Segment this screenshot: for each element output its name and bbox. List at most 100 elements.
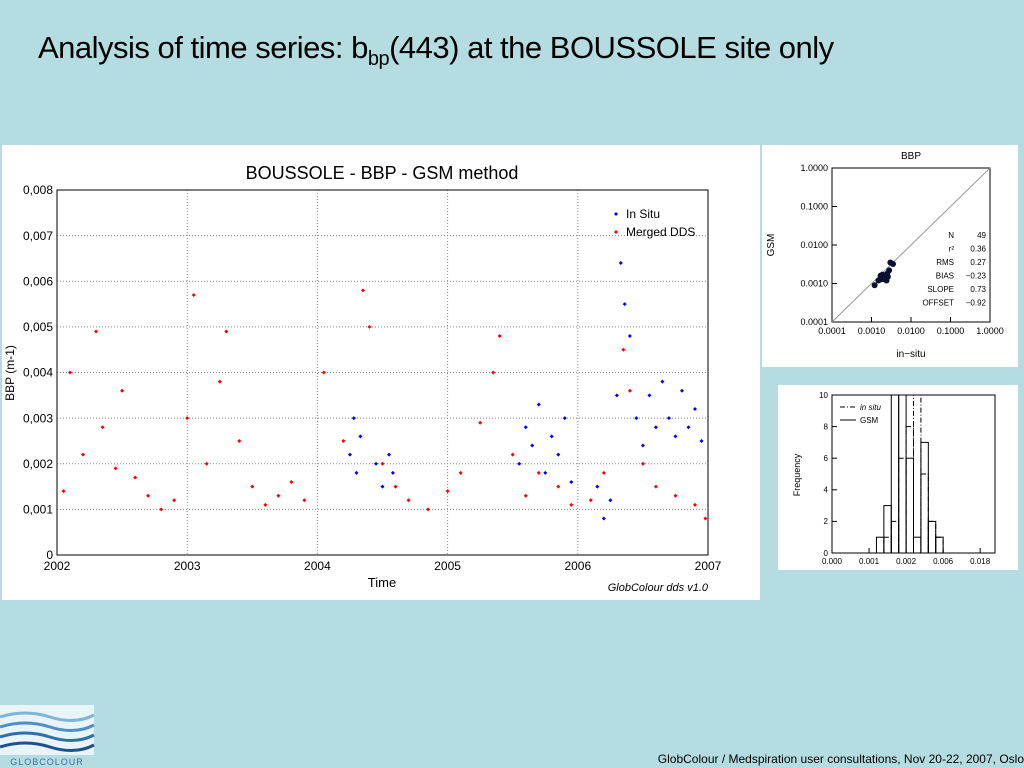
data-point — [653, 484, 658, 489]
data-point — [380, 484, 385, 489]
data-point — [601, 516, 606, 521]
data-point — [692, 502, 697, 507]
data-point — [497, 334, 502, 338]
x-tick-label: 2003 — [174, 559, 201, 573]
y-tick-label: 2 — [824, 517, 829, 526]
histogram-bar — [913, 394, 922, 554]
histogram-bar — [883, 505, 892, 554]
data-point — [191, 292, 196, 297]
data-point — [889, 261, 896, 268]
data-point — [289, 480, 294, 484]
chart-title: BBP — [901, 151, 921, 162]
x-tick-label: 0.001 — [859, 557, 880, 566]
y-tick-label: 1.0000 — [800, 163, 828, 173]
histogram-bar — [927, 520, 937, 554]
data-point — [517, 461, 522, 466]
data-point — [536, 402, 541, 407]
x-tick-label: 2007 — [695, 559, 722, 573]
x-tick-label: 0.1000 — [937, 326, 965, 336]
data-point — [699, 438, 704, 443]
y-tick-label: 4 — [824, 486, 829, 495]
data-point — [653, 425, 658, 430]
y-tick-label: 10 — [819, 391, 828, 400]
data-point — [458, 470, 463, 475]
data-point — [523, 493, 528, 498]
y-tick-label: 0,007 — [23, 229, 53, 243]
x-axis-label: in−situ — [896, 349, 925, 360]
data-point — [549, 434, 554, 439]
legend-marker — [614, 212, 618, 216]
stat-value: 0.36 — [970, 245, 986, 254]
histogram-bar — [883, 536, 892, 554]
data-point — [360, 288, 365, 293]
data-point — [614, 393, 619, 398]
stat-label: RMS — [936, 258, 954, 267]
stat-value: −0.23 — [966, 272, 987, 281]
data-point — [120, 388, 125, 393]
y-tick-label: 0,008 — [23, 183, 53, 197]
data-point — [886, 267, 893, 274]
data-point — [621, 347, 626, 352]
y-axis-label: GSM — [766, 234, 777, 257]
plot-frame — [831, 167, 991, 323]
data-point — [478, 420, 483, 425]
y-tick-label: 0.0100 — [800, 240, 828, 250]
y-tick-label: 0,002 — [23, 457, 53, 471]
data-point — [68, 370, 73, 375]
x-tick-label: 0.018 — [970, 557, 991, 566]
data-point — [601, 470, 606, 475]
stat-value: −0.92 — [966, 299, 987, 308]
x-tick-label: 0.000 — [822, 557, 843, 566]
data-point — [406, 498, 411, 503]
data-point — [367, 324, 372, 329]
time-series-chart: 0 0,001 0,002 0,003 0,004 0,005 0,006 0,007 0,00… — [2, 145, 760, 600]
y-tick-label: 6 — [824, 454, 829, 463]
data-point — [673, 434, 678, 439]
chart-title: BOUSSOLE - BBP - GSM method — [246, 163, 519, 183]
histogram-bar — [920, 441, 929, 554]
data-point — [341, 438, 346, 443]
data-point — [666, 416, 671, 421]
data-point — [686, 425, 691, 430]
log-scatter-chart: 0.0001 0.0010 0.0100 0.1000 1.0000 0.0001 0.00… — [762, 145, 1018, 367]
y-tick-label: 0,005 — [23, 320, 53, 334]
histogram-bar — [905, 457, 915, 554]
data-point — [556, 484, 561, 489]
y-tick-label: 8 — [824, 422, 829, 431]
data-point — [884, 273, 891, 280]
stat-value: 0.27 — [970, 258, 986, 267]
data-point — [640, 443, 645, 448]
y-tick-label: 0,006 — [23, 274, 53, 288]
y-tick-label: 0,001 — [23, 503, 53, 517]
histogram-bar — [905, 426, 915, 554]
x-tick-label: 2006 — [564, 559, 591, 573]
histogram-bar — [890, 520, 900, 554]
logo-wave — [0, 731, 95, 742]
data-point — [358, 434, 363, 439]
data-point — [426, 507, 431, 512]
data-point — [640, 461, 645, 466]
data-point — [879, 271, 886, 278]
data-point — [608, 498, 613, 503]
data-point — [673, 493, 678, 498]
x-tick-label: 0.0001 — [818, 326, 846, 336]
x-tick-label: 0.0100 — [897, 326, 925, 336]
data-point — [556, 452, 561, 457]
one-to-one-line — [831, 167, 991, 323]
y-tick-label: 0.0001 — [800, 317, 828, 327]
data-point — [445, 489, 450, 494]
x-tick-label: 1.0000 — [976, 326, 1004, 336]
stat-label: r² — [949, 245, 955, 254]
data-point — [276, 493, 281, 498]
data-point — [523, 425, 528, 430]
data-point — [569, 502, 574, 507]
stat-label: OFFSET — [922, 299, 954, 308]
data-point — [263, 502, 268, 507]
data-point — [351, 416, 356, 421]
data-point — [250, 484, 255, 489]
data-point — [185, 416, 190, 421]
data-point — [660, 379, 665, 384]
data-point — [146, 493, 151, 498]
histogram-bar — [890, 394, 900, 554]
